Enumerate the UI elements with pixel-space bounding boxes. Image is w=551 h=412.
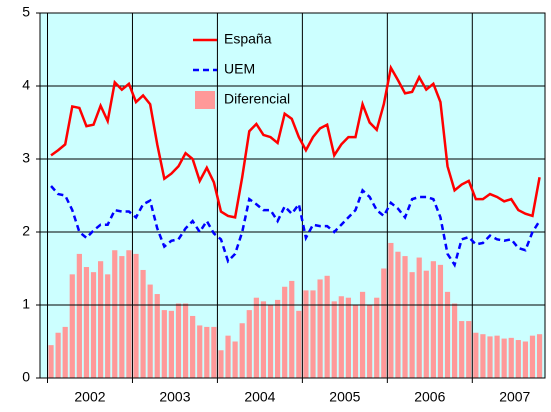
bar xyxy=(126,250,132,378)
x-tick-label: 2002 xyxy=(74,389,105,405)
bar xyxy=(112,250,118,378)
y-tick-label: 1 xyxy=(22,296,30,312)
x-tick-label: 2006 xyxy=(414,389,445,405)
bar xyxy=(275,299,281,378)
x-tick-label: 2007 xyxy=(499,389,530,405)
bar xyxy=(133,253,139,378)
bar xyxy=(529,335,536,378)
bar xyxy=(175,303,182,378)
bar xyxy=(204,326,210,378)
bar xyxy=(90,272,97,378)
bar xyxy=(352,305,359,378)
bar xyxy=(402,256,408,378)
bar xyxy=(487,336,493,378)
bar xyxy=(345,297,351,378)
bar xyxy=(218,350,224,378)
y-tick-label: 0 xyxy=(22,369,30,385)
bar xyxy=(211,326,217,378)
bar xyxy=(338,296,344,378)
bar xyxy=(444,291,451,378)
bar xyxy=(154,294,160,378)
bar xyxy=(310,290,316,378)
bar xyxy=(76,253,82,378)
bar xyxy=(359,291,366,378)
bar xyxy=(430,261,436,378)
bar xyxy=(480,334,486,378)
y-tick-label: 3 xyxy=(22,150,30,166)
line-series xyxy=(50,185,541,268)
bar xyxy=(197,325,203,378)
bar xyxy=(367,305,373,378)
legend-swatch xyxy=(195,91,215,109)
x-tick-label: 2004 xyxy=(244,389,275,405)
bar xyxy=(331,301,337,378)
plot-border xyxy=(39,12,546,379)
bar xyxy=(55,332,61,378)
bar xyxy=(416,257,422,378)
bar xyxy=(267,305,274,378)
bar xyxy=(423,270,429,378)
bar xyxy=(501,338,507,378)
bar xyxy=(452,303,458,378)
legend-label: España xyxy=(224,31,272,47)
bar xyxy=(324,275,330,378)
bar xyxy=(473,332,479,378)
bar xyxy=(246,310,252,378)
bar xyxy=(494,335,500,378)
bar xyxy=(182,303,189,378)
bar xyxy=(317,279,323,378)
bar xyxy=(48,345,54,378)
bar xyxy=(98,261,104,378)
bar xyxy=(239,323,245,378)
bar xyxy=(168,310,174,378)
bar xyxy=(437,264,444,378)
bar xyxy=(508,337,514,378)
legend-label: Diferencial xyxy=(224,91,290,107)
bar xyxy=(395,251,401,378)
y-tick-label: 2 xyxy=(22,223,30,239)
line-series xyxy=(50,64,541,219)
bar xyxy=(522,341,528,378)
bar xyxy=(225,335,231,378)
bar xyxy=(303,290,309,378)
bar xyxy=(147,284,153,378)
bar xyxy=(161,310,167,378)
bar xyxy=(459,321,465,378)
bar xyxy=(536,334,543,378)
bar xyxy=(296,310,302,378)
bar xyxy=(466,321,472,378)
bar xyxy=(253,297,259,378)
bar xyxy=(62,326,68,378)
bar xyxy=(289,280,295,378)
bar xyxy=(69,274,75,378)
bar xyxy=(105,274,111,378)
bar xyxy=(374,297,380,378)
bar xyxy=(119,256,125,378)
bar xyxy=(232,341,238,378)
x-tick-label: 2003 xyxy=(159,389,190,405)
bar xyxy=(260,301,267,378)
bar xyxy=(388,242,394,378)
y-tick-label: 5 xyxy=(22,4,30,20)
bar xyxy=(190,315,196,378)
bar xyxy=(282,286,288,378)
bar xyxy=(140,269,146,378)
y-tick-label: 4 xyxy=(22,77,30,93)
bar xyxy=(381,268,387,378)
bar xyxy=(515,340,521,378)
bar xyxy=(83,267,90,378)
bar xyxy=(409,272,415,378)
x-tick-label: 2005 xyxy=(329,389,360,405)
legend-label: UEM xyxy=(224,61,255,77)
